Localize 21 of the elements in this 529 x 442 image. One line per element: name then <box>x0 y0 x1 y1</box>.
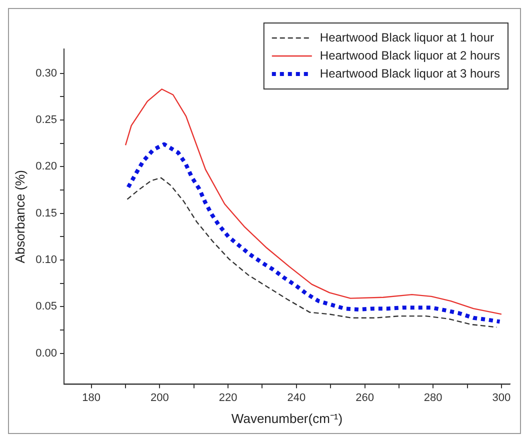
x-tick-label: 240 <box>287 392 306 404</box>
y-tick-label: 0.10 <box>36 254 58 266</box>
x-tick-label: 220 <box>218 392 238 404</box>
x-axis-title: Wavenumber(cm⁻¹) <box>231 410 343 426</box>
line-series <box>126 177 498 328</box>
x-tick-label: 180 <box>82 392 101 404</box>
y-tick-label: 0.00 <box>36 347 58 360</box>
y-tick-label: 0.30 <box>36 67 58 80</box>
y-axis-title: Absorbance (%) <box>12 170 28 264</box>
x-tick-label: 300 <box>492 392 511 404</box>
x-tick-label: 260 <box>356 392 374 404</box>
y-tick-label: 0.20 <box>36 160 58 173</box>
y-tick-label: 0.25 <box>36 114 58 126</box>
line-series <box>126 142 502 324</box>
legend-label: Heartwood Black liquor at 3 hours <box>320 66 500 80</box>
x-tick-label: 200 <box>150 392 169 404</box>
x-tick-label: 280 <box>424 392 442 404</box>
y-tick-label: 0.15 <box>36 207 58 220</box>
legend-label: Heartwood Black liquor at 1 hour <box>320 30 494 44</box>
y-tick-label: 0.05 <box>36 300 58 313</box>
legend-label: Heartwood Black liquor at 2 hours <box>320 48 500 62</box>
